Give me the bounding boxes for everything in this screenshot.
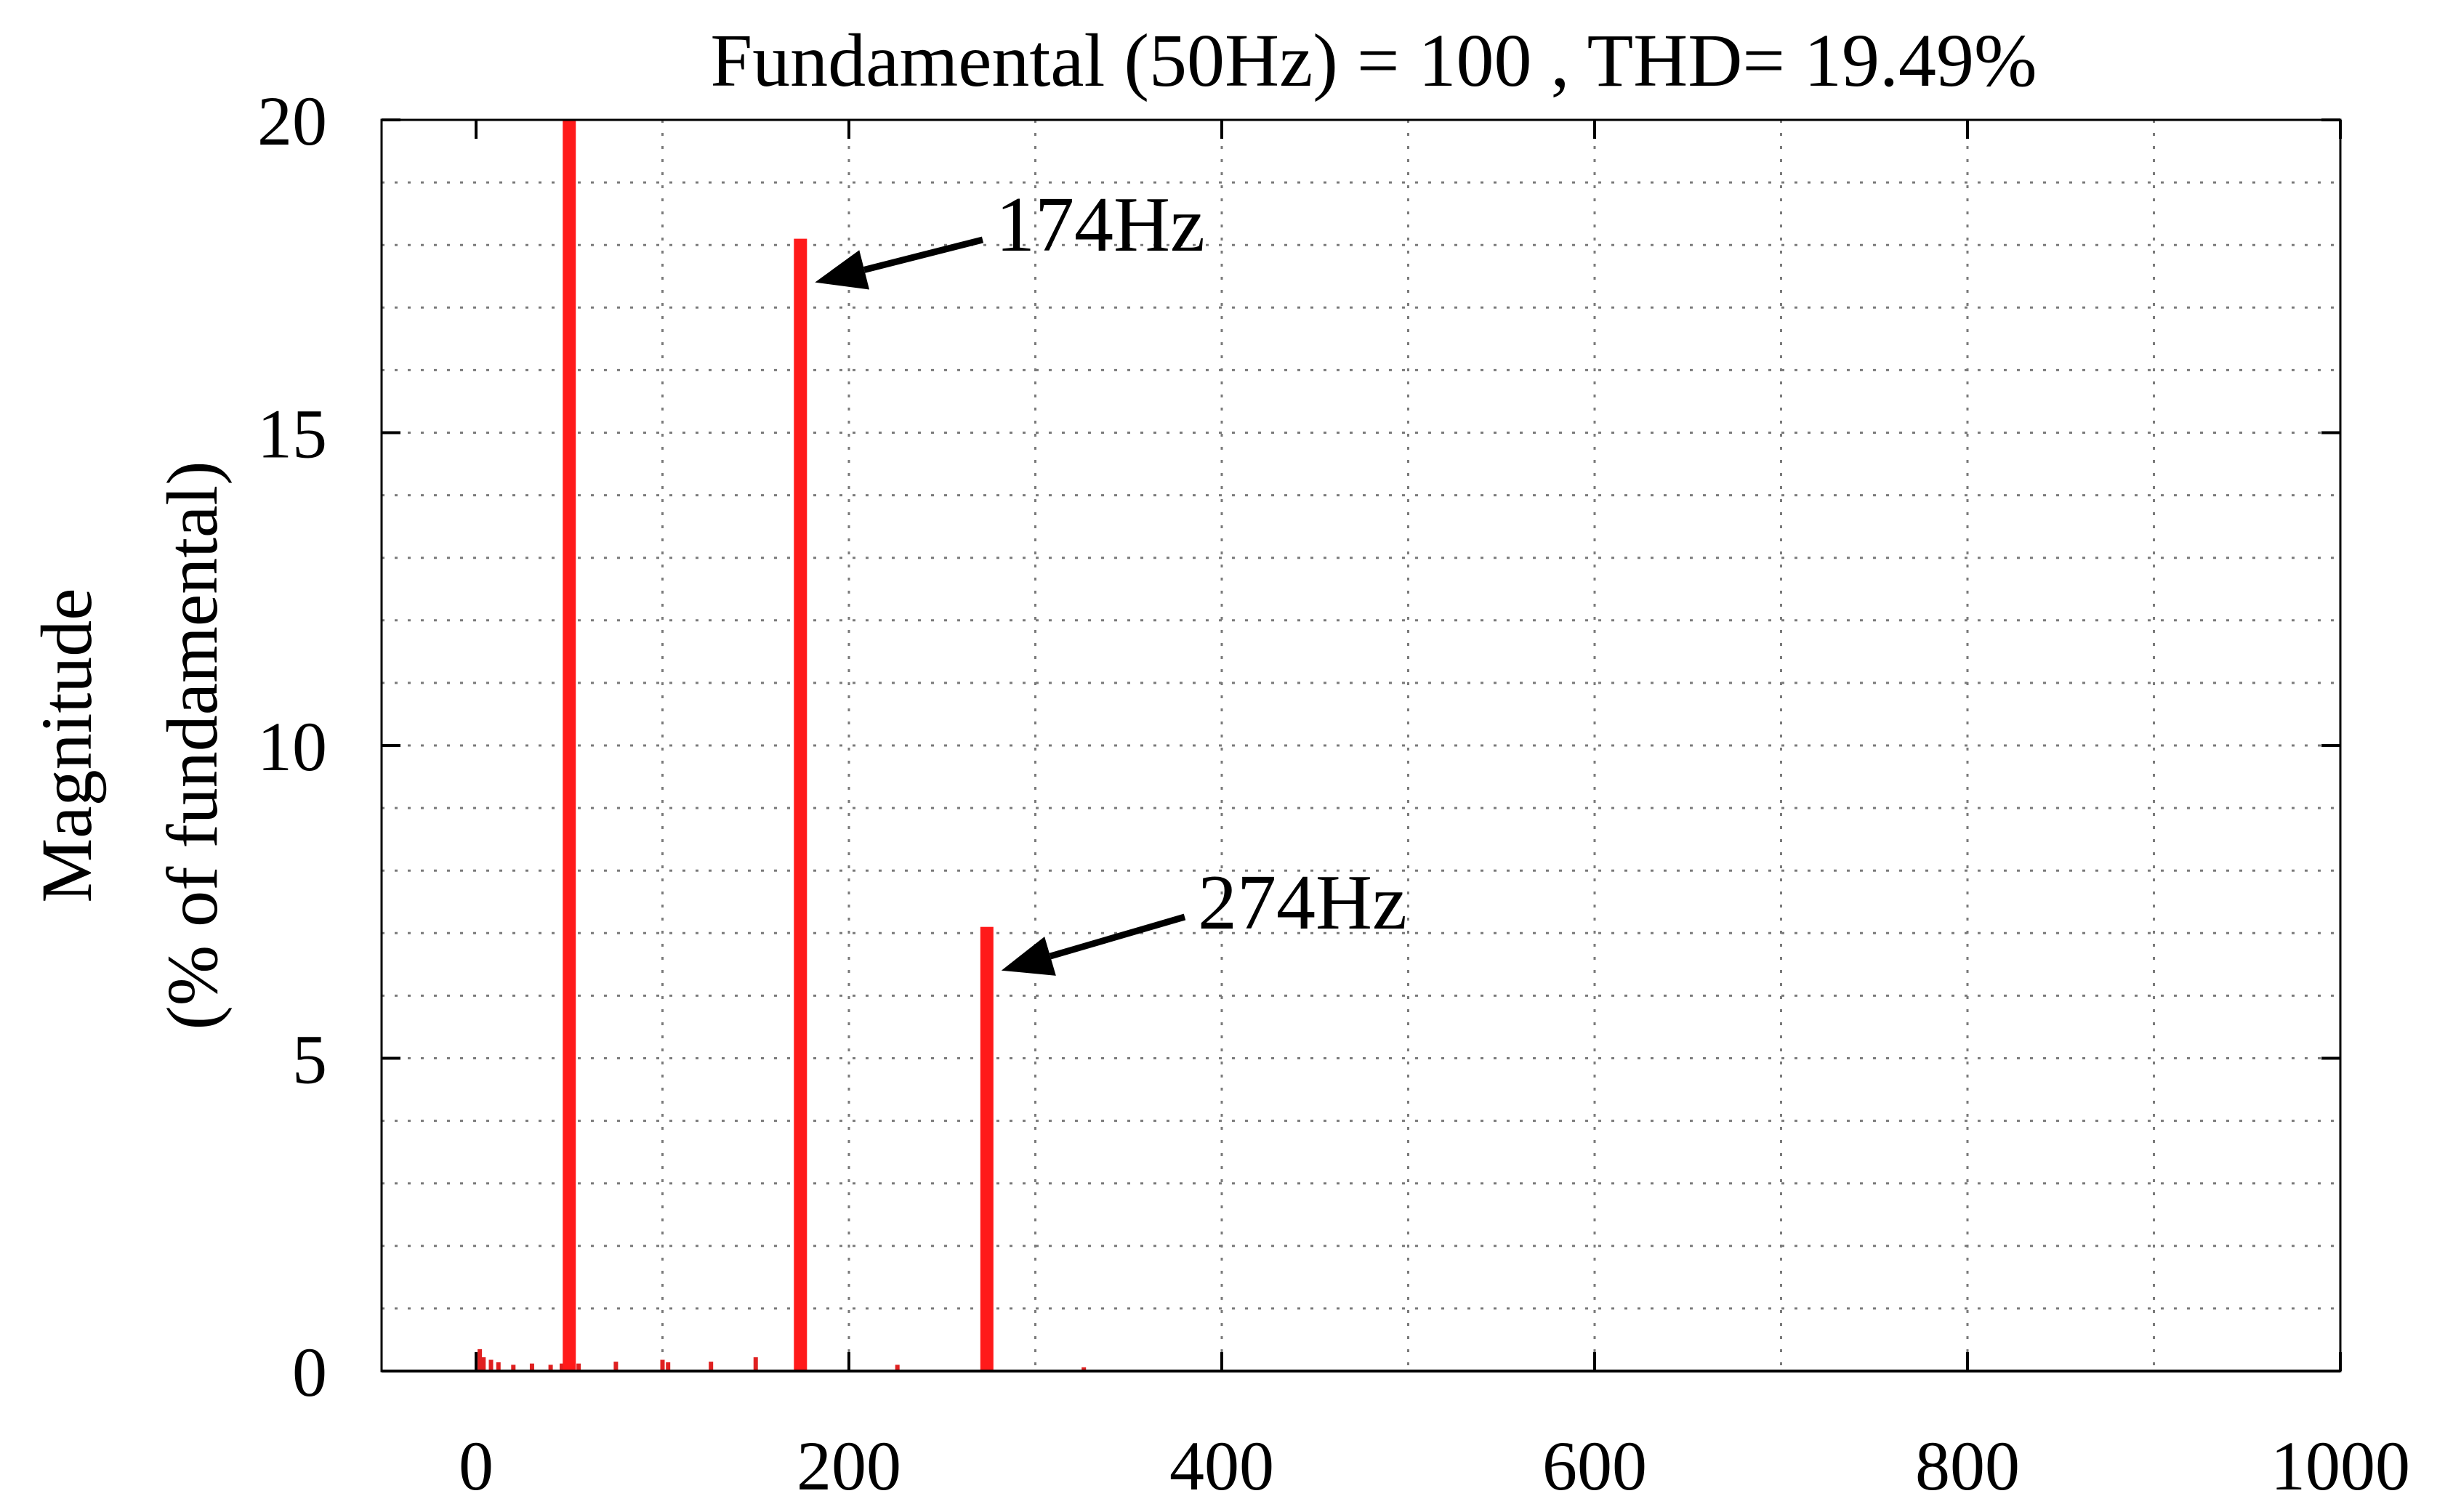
annotation-arrow-head-1 [1001, 937, 1056, 976]
noise-bar-5 [529, 1363, 534, 1371]
annotations: 174Hz 274Hz [815, 182, 1407, 976]
y-ticks: 0 5 10 15 20 [257, 82, 2340, 1411]
y-tick-label-10: 10 [257, 708, 327, 785]
annotation-label-0: 174Hz [996, 182, 1205, 268]
noise-bars [478, 1349, 1087, 1371]
noise-bar-3 [496, 1362, 501, 1371]
x-ticks: 0 200 400 600 800 1000 [459, 120, 2410, 1505]
noise-bar-10 [660, 1359, 665, 1371]
annotation-label-1: 274Hz [1198, 860, 1407, 946]
noise-bar-15 [1081, 1367, 1087, 1371]
annotation-arrow-head-0 [815, 250, 870, 290]
y-tick-label-15: 15 [257, 395, 327, 473]
annotation-arrow-shaft-0 [863, 236, 984, 273]
x-tick-label-800: 800 [1915, 1427, 2020, 1505]
x-tick-label-1000: 1000 [2271, 1427, 2410, 1505]
noise-bar-7 [559, 1363, 564, 1371]
bar-174hz [794, 238, 807, 1372]
x-tick-label-0: 0 [459, 1427, 494, 1505]
noise-bar-11 [666, 1362, 671, 1371]
x-tick-label-200: 200 [797, 1427, 901, 1505]
y-tick-label-20: 20 [257, 82, 327, 160]
y-tick-label-5: 5 [292, 1021, 327, 1099]
chart-title: Fundamental (50Hz) = 100 , THD= 19.49% [710, 19, 2037, 102]
noise-bar-4 [511, 1365, 516, 1371]
noise-bar-1 [481, 1357, 486, 1371]
noise-bar-14 [895, 1365, 900, 1371]
y-axis-label-line1: Magnitude [26, 588, 107, 902]
noise-bar-13 [753, 1357, 758, 1371]
noise-bar-8 [576, 1363, 581, 1371]
grid-lines [382, 120, 2340, 1371]
annotation-arrow-shaft-1 [1049, 913, 1186, 960]
plot-frame [380, 118, 2342, 1372]
noise-bar-2 [488, 1359, 494, 1371]
noise-bar-9 [613, 1362, 619, 1371]
y-tick-label-0: 0 [292, 1333, 327, 1411]
noise-bar-12 [709, 1362, 714, 1371]
x-tick-label-400: 400 [1169, 1427, 1274, 1505]
x-tick-label-600: 600 [1542, 1427, 1647, 1505]
bar-274hz [980, 926, 994, 1371]
noise-bar-6 [548, 1365, 553, 1371]
noise-bar-0 [478, 1349, 483, 1371]
bar-50hz [563, 120, 576, 1371]
spectrum-bars [563, 120, 994, 1372]
y-axis-label-line2: (% of fundamental) [152, 461, 233, 1030]
